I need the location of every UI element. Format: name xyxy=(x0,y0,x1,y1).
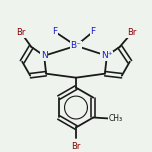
Text: Br: Br xyxy=(127,28,136,37)
Text: N: N xyxy=(41,51,48,60)
Text: Br: Br xyxy=(71,142,81,151)
Text: N⁺: N⁺ xyxy=(101,51,113,60)
Text: F: F xyxy=(53,27,58,36)
Text: B⁻: B⁻ xyxy=(71,41,81,50)
Text: Br: Br xyxy=(17,28,26,37)
Text: F: F xyxy=(90,27,95,36)
Text: CH₃: CH₃ xyxy=(109,114,123,123)
